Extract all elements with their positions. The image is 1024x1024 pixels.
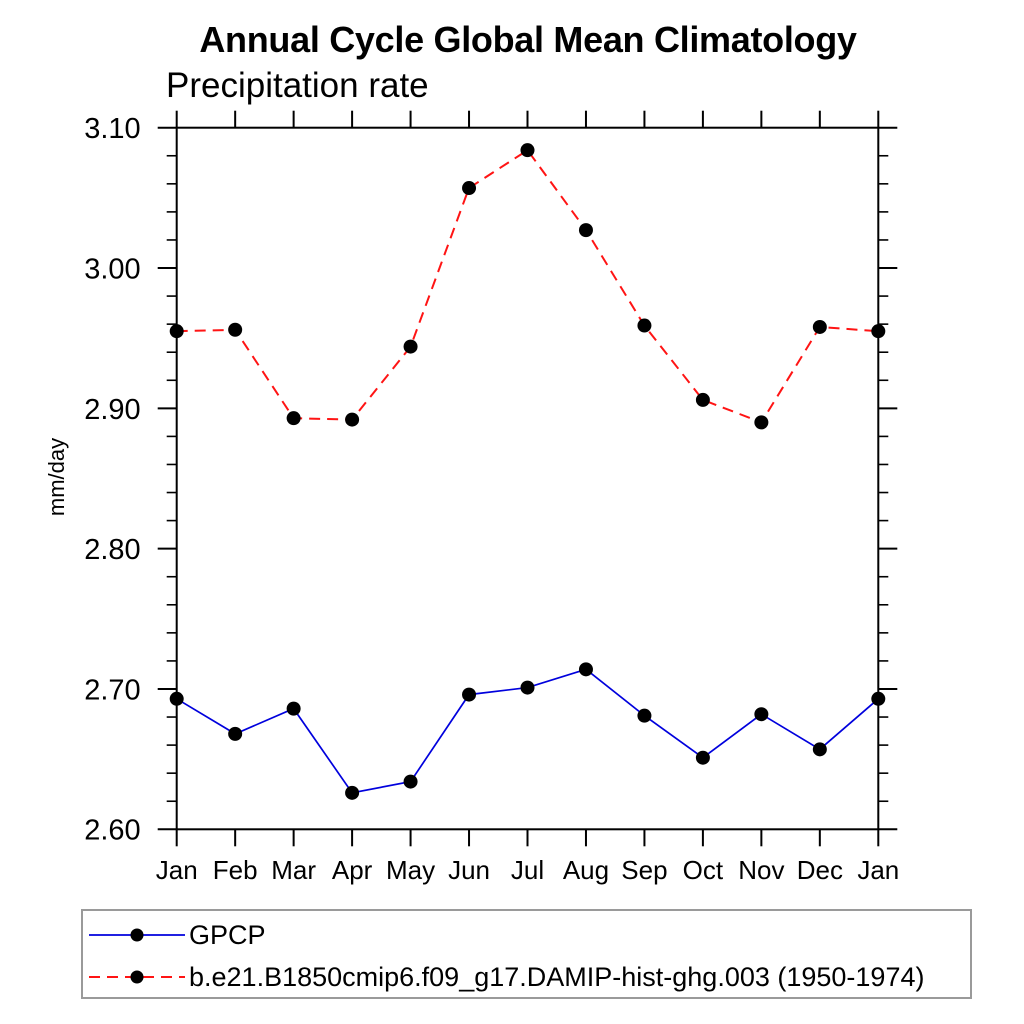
data-point-marker (169, 691, 184, 706)
legend-label: b.e21.B1850cmip6.f09_g17.DAMIP-hist-ghg.… (189, 961, 925, 992)
data-point-marker (520, 680, 535, 695)
legend-swatch-solid-line (89, 928, 185, 942)
series-line-1 (176, 148, 879, 424)
legend-row: GPCP (85, 915, 266, 955)
x-tick-label: Dec (797, 855, 843, 885)
data-point-marker (812, 742, 827, 757)
data-point-marker (345, 785, 360, 800)
data-point-marker (754, 707, 769, 722)
x-tick-label: May (386, 855, 435, 885)
data-point-marker (695, 750, 710, 765)
data-point-marker (520, 143, 535, 158)
data-point-marker (286, 411, 301, 426)
legend-box: GPCP b.e21.B1850cmip6.f09_g17.DAMIP-hist-… (81, 909, 972, 999)
chart-subtitle: Precipitation rate (166, 66, 429, 105)
data-point-marker (695, 392, 710, 407)
data-point-marker (345, 412, 360, 427)
x-tick-label: Oct (683, 855, 724, 885)
data-point-marker (403, 774, 418, 789)
x-tick-label: Apr (332, 855, 373, 885)
legend-swatch-dashed-line (89, 970, 185, 984)
x-tick-label: Mar (271, 855, 316, 885)
data-point-marker (462, 181, 477, 196)
data-point-marker (871, 691, 886, 706)
y-tick-label: 2.70 (84, 674, 140, 706)
chart-title: Annual Cycle Global Mean Climatology (199, 19, 857, 60)
data-point-marker (169, 324, 184, 339)
legend-row: b.e21.B1850cmip6.f09_g17.DAMIP-hist-ghg.… (85, 957, 924, 997)
y-tick-label: 3.10 (84, 113, 140, 145)
data-point-marker (812, 319, 827, 334)
y-tick-label: 2.60 (84, 815, 140, 847)
data-point-marker (462, 687, 477, 702)
x-tick-label: Jul (511, 855, 544, 885)
data-point-marker (228, 726, 243, 741)
data-point-marker (578, 223, 593, 238)
data-point-marker (578, 662, 593, 677)
x-tick-label: Nov (738, 855, 784, 885)
data-point-marker (403, 339, 418, 354)
x-tick-label: Sep (621, 855, 667, 885)
data-point-marker (637, 318, 652, 333)
data-point-marker (286, 701, 301, 716)
data-point-marker (228, 322, 243, 337)
x-tick-label: Aug (563, 855, 609, 885)
x-tick-label: Feb (213, 855, 258, 885)
y-tick-label: 2.80 (84, 534, 140, 566)
data-point-marker (754, 415, 769, 430)
plot-frame (175, 126, 880, 831)
x-tick-label: Jun (448, 855, 490, 885)
data-point-marker (637, 708, 652, 723)
y-tick-label: 2.90 (84, 394, 140, 426)
x-tick-label: Jan (857, 855, 899, 885)
legend-label: GPCP (189, 919, 266, 950)
data-point-marker (871, 324, 886, 339)
x-tick-label: Jan (156, 855, 198, 885)
y-tick-label: 3.00 (84, 253, 140, 285)
